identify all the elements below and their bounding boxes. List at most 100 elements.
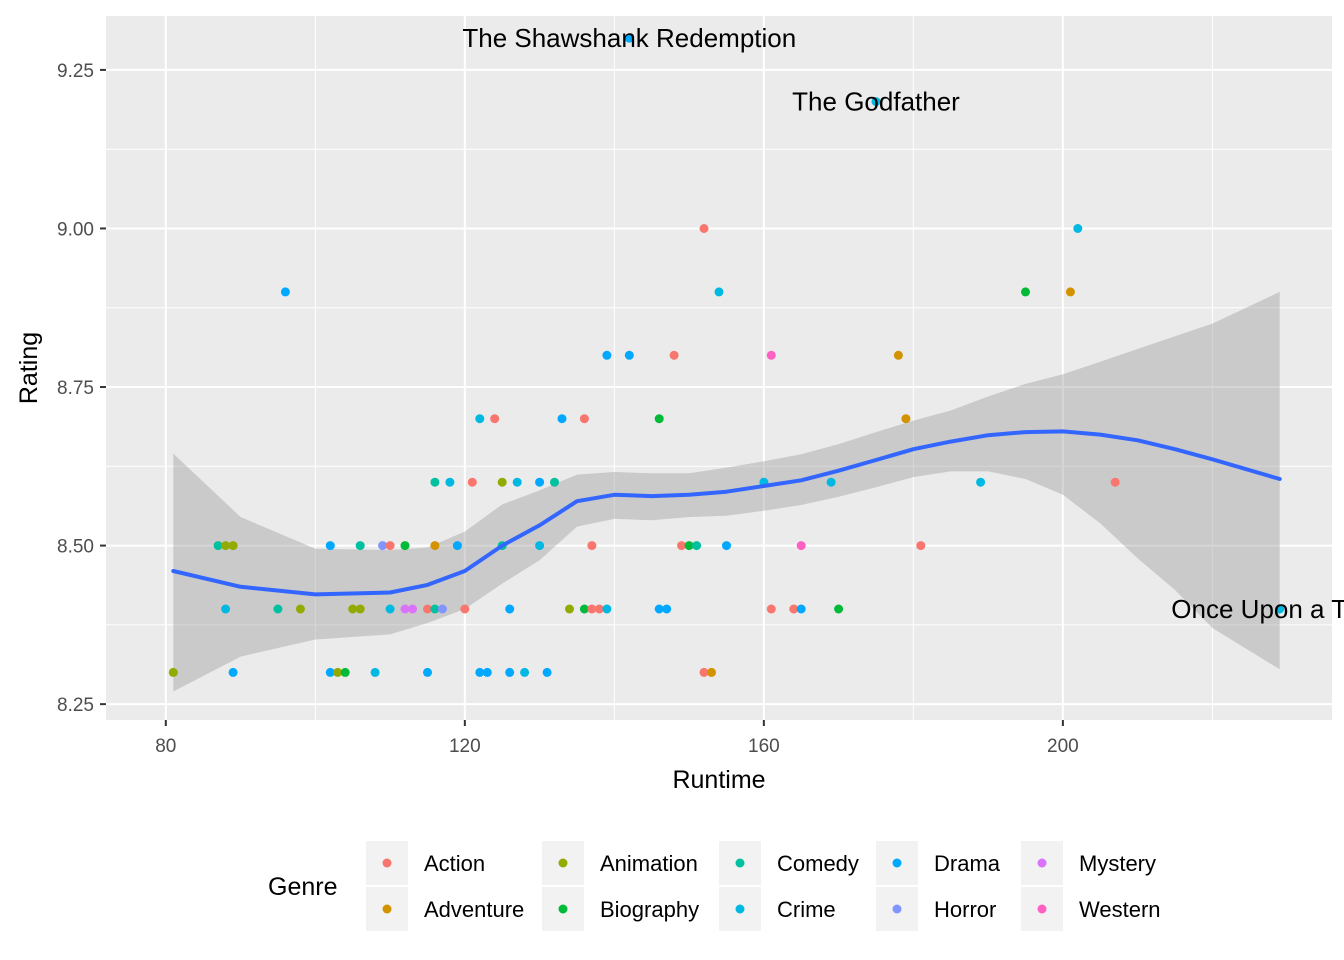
data-point <box>273 604 283 614</box>
data-point <box>355 541 365 551</box>
data-point <box>512 477 522 487</box>
data-point <box>796 541 806 551</box>
y-axis-title: Rating <box>15 332 43 404</box>
data-point <box>452 541 462 551</box>
data-point <box>348 604 358 614</box>
data-point <box>423 667 432 677</box>
data-point <box>482 667 492 677</box>
data-point <box>490 414 500 424</box>
legend-key-dot <box>382 858 392 868</box>
y-axis: 8.25 8.50 8.75 9.00 9.25 <box>57 61 106 716</box>
data-point <box>579 414 589 424</box>
data-point <box>475 414 485 424</box>
data-point <box>497 477 507 487</box>
data-point <box>1065 287 1075 297</box>
data-point <box>692 541 702 551</box>
data-point <box>430 604 440 614</box>
data-point <box>602 604 612 614</box>
data-point <box>385 604 395 614</box>
data-point <box>1110 477 1120 487</box>
data-point <box>475 667 485 677</box>
legend-label: Action <box>424 851 485 876</box>
data-point <box>579 604 589 614</box>
annotations: The Shawshank Redemption The Godfather Onc… <box>462 23 1344 624</box>
data-point <box>699 667 709 677</box>
data-point <box>624 350 634 360</box>
data-point <box>325 541 335 551</box>
x-tick-label: 200 <box>1047 736 1079 757</box>
y-tick-label: 8.50 <box>57 537 94 558</box>
legend-label: Western <box>1079 897 1161 922</box>
data-point <box>430 477 440 487</box>
data-point <box>789 604 799 614</box>
data-point <box>893 350 903 360</box>
data-point <box>557 414 567 424</box>
legend-label: Biography <box>600 897 699 922</box>
point-annotation: The Godfather <box>792 87 960 117</box>
x-axis-title: Runtime <box>672 766 765 794</box>
data-point <box>221 541 231 551</box>
data-point <box>355 604 365 614</box>
data-point <box>901 414 911 424</box>
legend: Genre Action Adventure Animation Biography C… <box>268 841 1161 931</box>
data-point <box>228 667 238 677</box>
data-point <box>826 477 836 487</box>
data-point <box>707 667 716 677</box>
data-point <box>520 667 530 677</box>
data-point <box>430 541 440 551</box>
smooth-line-layer <box>171 429 1282 597</box>
data-point <box>333 667 343 677</box>
legend-label: Drama <box>934 851 1001 876</box>
data-point <box>587 604 597 614</box>
data-point <box>714 287 724 297</box>
data-point <box>535 541 545 551</box>
data-point <box>168 667 178 677</box>
data-point <box>423 604 432 614</box>
data-point <box>594 604 604 614</box>
data-point <box>1021 287 1030 297</box>
data-point <box>834 604 844 614</box>
minor-gridlines <box>106 16 1332 720</box>
data-point <box>378 541 388 551</box>
point-annotation: The Shawshank Redemption <box>462 23 796 53</box>
legend-key-dot <box>1037 858 1047 868</box>
data-point <box>295 604 305 614</box>
data-point <box>467 477 477 487</box>
legend-label: Animation <box>600 851 698 876</box>
y-tick-label: 8.25 <box>57 695 94 716</box>
data-point <box>400 541 410 551</box>
legend-label: Mystery <box>1079 851 1156 876</box>
legend-title: Genre <box>268 873 337 901</box>
data-point <box>684 541 694 551</box>
legend-label: Comedy <box>777 851 859 876</box>
data-point <box>662 604 672 614</box>
data-point <box>213 541 223 551</box>
legend-items: Action Adventure Animation Biography Comedy C… <box>366 841 1161 931</box>
data-point <box>550 477 559 487</box>
data-point <box>669 350 679 360</box>
data-point <box>505 667 515 677</box>
x-tick-label: 120 <box>449 736 481 757</box>
data-point <box>408 604 417 614</box>
data-point <box>400 604 410 614</box>
data-point <box>370 667 380 677</box>
data-point <box>587 541 597 551</box>
plot-panel <box>106 16 1332 720</box>
smooth-line <box>171 429 1282 597</box>
legend-label: Adventure <box>424 897 524 922</box>
data-point <box>460 604 470 614</box>
data-point <box>437 604 447 614</box>
legend-label: Crime <box>777 897 836 922</box>
legend-key-dot <box>1037 904 1047 914</box>
data-point <box>871 97 881 107</box>
data-point <box>722 541 731 551</box>
data-point <box>385 541 395 551</box>
data-point <box>766 350 776 360</box>
data-point <box>535 477 545 487</box>
data-points <box>168 33 1285 677</box>
data-point <box>340 667 350 677</box>
y-tick-label: 9.00 <box>57 219 94 240</box>
data-point <box>505 604 515 614</box>
x-tick-label: 160 <box>748 736 780 757</box>
